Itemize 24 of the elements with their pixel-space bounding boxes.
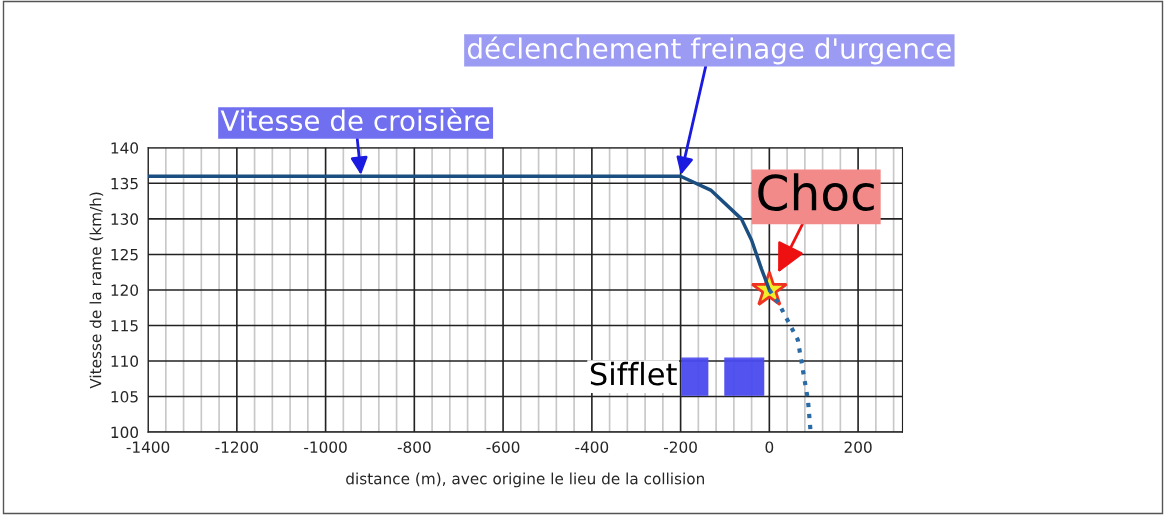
x-tick-label: 200 <box>844 441 872 453</box>
x-tick-label: -1400 <box>126 441 170 453</box>
x-tick-label: 0 <box>765 441 774 453</box>
x-tick-label: -800 <box>397 441 431 453</box>
y-tick-label: 130 <box>111 213 139 225</box>
y-tick-label: 140 <box>111 142 139 154</box>
annotation: déclenchement freinage d'urgence <box>467 36 951 65</box>
y-tick-label: 120 <box>111 284 139 296</box>
y-tick-label: 110 <box>111 355 139 368</box>
y-tick-label: 115 <box>111 320 138 332</box>
x-tick-label: -1200 <box>215 441 259 453</box>
annotation: Choc <box>758 173 874 211</box>
y-axis-title: Vitesse de la rame (km/h) <box>89 192 104 389</box>
x-axis-title: distance (m), avec origine le lieu de la collision <box>346 472 704 488</box>
x-tick-label: -1000 <box>304 441 347 453</box>
x-tick-label: -600 <box>486 441 520 453</box>
y-tick-label: 105 <box>111 391 138 403</box>
y-tick-label: 100 <box>111 426 139 439</box>
band-label: Sifflet <box>590 361 677 386</box>
annotation: Vitesse de croisière <box>220 108 490 132</box>
x-tick-label: -200 <box>664 441 697 453</box>
y-tick-label: 135 <box>111 177 138 190</box>
x-tick-label: -400 <box>575 441 609 453</box>
y-tick-label: 125 <box>111 248 138 261</box>
